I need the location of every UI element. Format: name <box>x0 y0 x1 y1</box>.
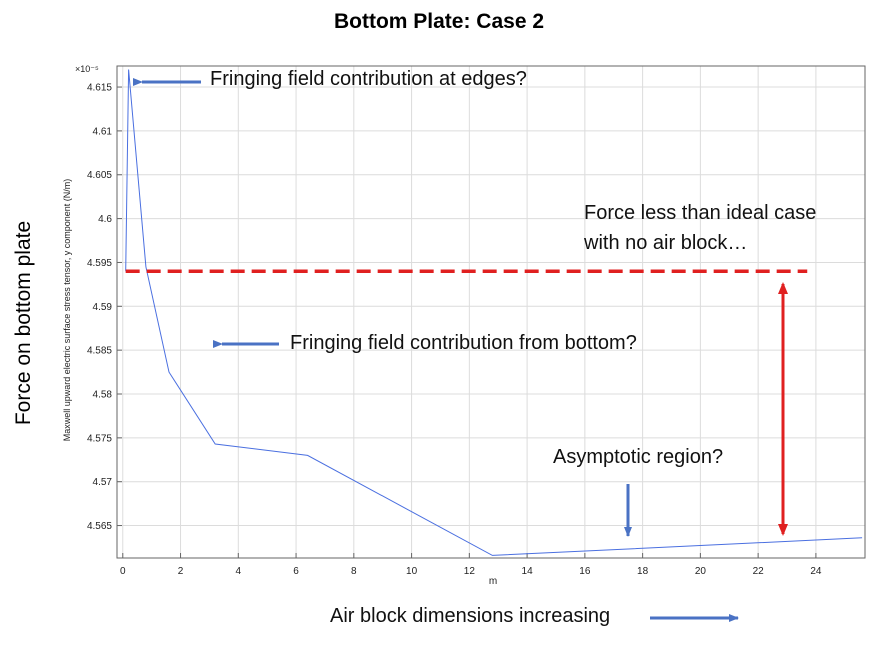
y-tick-label: 4.59 <box>93 302 113 313</box>
y-tick-label: 4.595 <box>87 258 112 269</box>
x-tick-label: 22 <box>753 566 765 577</box>
x-tick-label: 18 <box>637 566 649 577</box>
x-tick-label: 20 <box>695 566 707 577</box>
y-tick-label: 4.605 <box>87 170 112 181</box>
annotation-bottom: Fringing field contribution from bottom? <box>290 332 637 354</box>
annotation-asymptotic: Asymptotic region? <box>553 446 724 468</box>
y-tick-label: 4.58 <box>93 390 113 401</box>
y-multiplier: ×10⁻⁵ <box>75 64 99 74</box>
x-tick-label: 16 <box>579 566 591 577</box>
x-tick-label: 6 <box>293 566 299 577</box>
y-tick-label: 4.565 <box>87 521 112 532</box>
x-axis-label: m <box>489 576 497 587</box>
x-ticks: 0 2 4 6 8 10 12 14 16 18 20 22 24 <box>120 553 822 577</box>
y-tick-label: 4.615 <box>87 83 112 94</box>
annotation-force-less: Force less than ideal case with no air b… <box>584 202 817 254</box>
plot-frame <box>116 65 866 559</box>
annotation-edges: Fringing field contribution at edges? <box>210 68 527 90</box>
grid <box>117 66 865 558</box>
y-tick-label: 4.575 <box>87 433 112 444</box>
y-tick-label: 4.585 <box>87 346 112 357</box>
page-title: Bottom Plate: Case 2 <box>333 10 545 33</box>
x-tick-label: 12 <box>464 566 476 577</box>
x-tick-label: 4 <box>236 566 242 577</box>
bottom-label: Air block dimensions increasing <box>330 605 611 627</box>
y-tick-label: 4.57 <box>93 477 113 488</box>
series-line <box>125 69 863 556</box>
y-tick-label: 4.6 <box>98 214 112 225</box>
x-tick-label: 0 <box>120 566 126 577</box>
y-ticks: 4.565 4.57 4.575 4.58 4.585 4.59 4.595 4.6 4.605… <box>87 83 122 532</box>
x-tick-label: 8 <box>351 566 357 577</box>
x-tick-label: 2 <box>178 566 184 577</box>
x-tick-label: 10 <box>406 566 418 577</box>
x-tick-label: 14 <box>522 566 534 577</box>
x-tick-label: 24 <box>810 566 822 577</box>
y-tick-label: 4.61 <box>93 126 113 137</box>
